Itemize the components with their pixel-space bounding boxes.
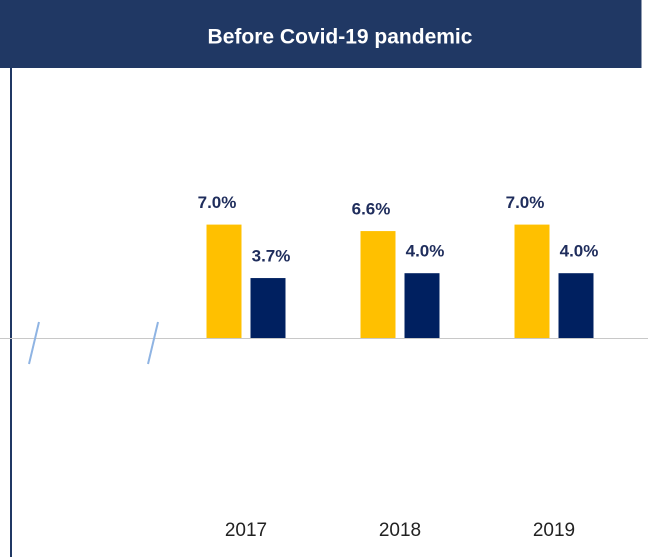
data-label: 4.0% bbox=[560, 242, 599, 261]
title-band bbox=[0, 0, 641, 68]
x-tick-label: 2017 bbox=[225, 520, 267, 541]
chart-title: Before Covid-19 pandemic bbox=[208, 26, 473, 49]
bar bbox=[360, 231, 396, 338]
data-label: 7.0% bbox=[198, 193, 237, 212]
axis-break bbox=[147, 321, 159, 365]
bar bbox=[404, 273, 440, 338]
bar bbox=[514, 224, 550, 338]
bar bbox=[558, 273, 594, 338]
bar bbox=[250, 278, 286, 338]
data-label: 6.6% bbox=[352, 200, 391, 219]
bar bbox=[206, 224, 242, 338]
data-label: 7.0% bbox=[506, 193, 545, 212]
data-label: 4.0% bbox=[406, 242, 445, 261]
axis-break bbox=[28, 321, 40, 365]
x-tick-label: 2018 bbox=[379, 520, 421, 541]
x-tick-label: 2019 bbox=[533, 520, 575, 541]
data-label: 3.7% bbox=[252, 247, 291, 266]
